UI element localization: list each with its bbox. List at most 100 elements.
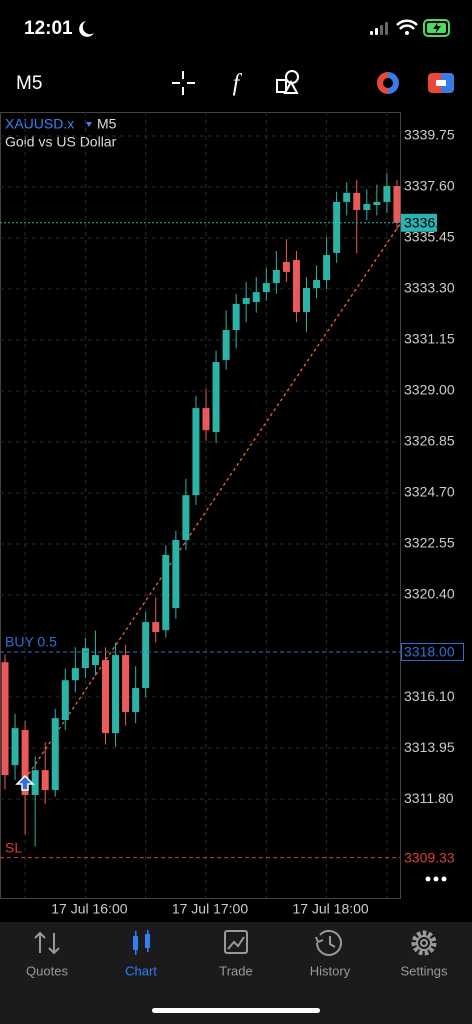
buy-arrow	[15, 774, 35, 791]
y-tick-label: 3324.70	[404, 484, 455, 500]
candle-body	[192, 408, 200, 496]
candle-body	[1, 662, 9, 776]
more-dot[interactable]	[425, 876, 431, 882]
account-button[interactable]	[377, 72, 399, 94]
candle-body	[102, 660, 109, 734]
home-indicator	[152, 1008, 320, 1013]
trade-connector	[21, 223, 401, 785]
candle-body	[313, 279, 321, 289]
price-label-box	[401, 642, 464, 661]
charging-bolt	[433, 22, 441, 34]
y-tick-label: 3339.75	[404, 127, 455, 143]
y-tick-label: 3333.30	[404, 280, 455, 296]
price-line-name: SL	[5, 839, 22, 855]
y-tick-label: 3322.55	[404, 535, 455, 551]
candle-body	[71, 668, 79, 681]
x-tick-label: 17 Jul 16:00	[51, 901, 127, 917]
tab-bar	[0, 922, 472, 1024]
trade-button[interactable]	[428, 73, 454, 93]
candle-body	[242, 298, 250, 304]
candle-body	[373, 201, 381, 206]
chart-subtitle: Gold vs US Dollar	[5, 134, 117, 150]
candle-body	[232, 303, 240, 331]
candle-body	[393, 186, 401, 223]
candle-body	[152, 622, 160, 633]
price-label: 3336.09	[404, 214, 455, 230]
wifi-dot	[405, 31, 409, 35]
price-label: 3318.00	[404, 644, 455, 660]
candle-body	[363, 204, 371, 210]
candle-body	[343, 192, 351, 202]
timeframe-button[interactable]: M5	[16, 73, 42, 94]
candle-body	[383, 186, 391, 202]
x-tick-label: 17 Jul 17:00	[172, 901, 248, 917]
clock: 12:01	[24, 18, 73, 39]
battery-icon	[423, 19, 450, 37]
more-dot[interactable]	[441, 876, 447, 882]
candle-body	[112, 655, 120, 734]
candle-body	[182, 495, 190, 540]
y-tick-label: 3329.00	[404, 382, 455, 398]
objects-button[interactable]	[276, 70, 299, 94]
wifi-icon	[396, 19, 418, 30]
candle-body	[202, 408, 210, 431]
signal-icon	[370, 22, 388, 35]
y-tick-label: 3316.10	[404, 688, 455, 704]
candle-body	[292, 260, 300, 312]
y-tick-label: 3335.45	[404, 229, 455, 245]
candle-body	[21, 730, 29, 796]
candle-body	[282, 261, 290, 272]
y-tick-label: 3320.40	[404, 586, 455, 602]
candle-body	[142, 622, 150, 689]
candle-body	[61, 680, 69, 721]
candle-body	[323, 255, 331, 280]
tab-label[interactable]: Trade	[219, 963, 252, 978]
tab-label[interactable]: Settings	[401, 963, 448, 978]
more-dot[interactable]	[433, 876, 439, 882]
candle-body	[11, 728, 19, 766]
candle-body	[81, 648, 89, 669]
settings-icon	[411, 930, 437, 956]
candle-body	[31, 770, 39, 796]
crosshair-button[interactable]	[172, 71, 195, 95]
candle-body	[122, 655, 130, 712]
candle-body	[51, 718, 59, 791]
trade-icon	[224, 930, 248, 954]
y-tick-label: 3313.95	[404, 739, 455, 755]
candle-body	[353, 192, 361, 210]
candle-body	[172, 539, 180, 609]
chart-timeframe: M5	[97, 116, 117, 132]
candle-body	[222, 330, 230, 360]
symbol-label[interactable]: XAUUSD.x	[5, 116, 74, 132]
history-icon	[315, 929, 342, 956]
candle-body	[162, 554, 170, 631]
tab-label[interactable]: History	[310, 963, 351, 978]
candle-body	[272, 270, 280, 284]
y-tick-label: 3326.85	[404, 433, 455, 449]
candle-body	[252, 292, 260, 303]
candle-body	[41, 770, 49, 791]
symbol-dropdown	[86, 122, 92, 127]
tab-label[interactable]: Quotes	[26, 963, 68, 978]
candle-body	[333, 201, 341, 253]
chart-icon	[133, 930, 150, 955]
candle-body	[91, 655, 99, 666]
indicators-button[interactable]: f	[233, 71, 243, 97]
candle-body	[212, 362, 220, 433]
candle-body	[303, 288, 310, 312]
chart-frame	[0, 112, 401, 899]
x-tick-label: 17 Jul 18:00	[292, 901, 368, 917]
price-label-box	[401, 213, 437, 232]
candle-body	[132, 688, 140, 712]
y-tick-label: 3337.60	[404, 178, 455, 194]
price-label: 3309.33	[404, 849, 455, 865]
price-line-name: BUY 0.5	[5, 634, 57, 650]
moon-icon	[79, 21, 94, 37]
y-tick-label: 3331.15	[404, 331, 455, 347]
y-tick-label: 3311.80	[404, 790, 454, 806]
quotes-icon	[34, 931, 60, 955]
tab-label[interactable]: Chart	[125, 963, 157, 978]
